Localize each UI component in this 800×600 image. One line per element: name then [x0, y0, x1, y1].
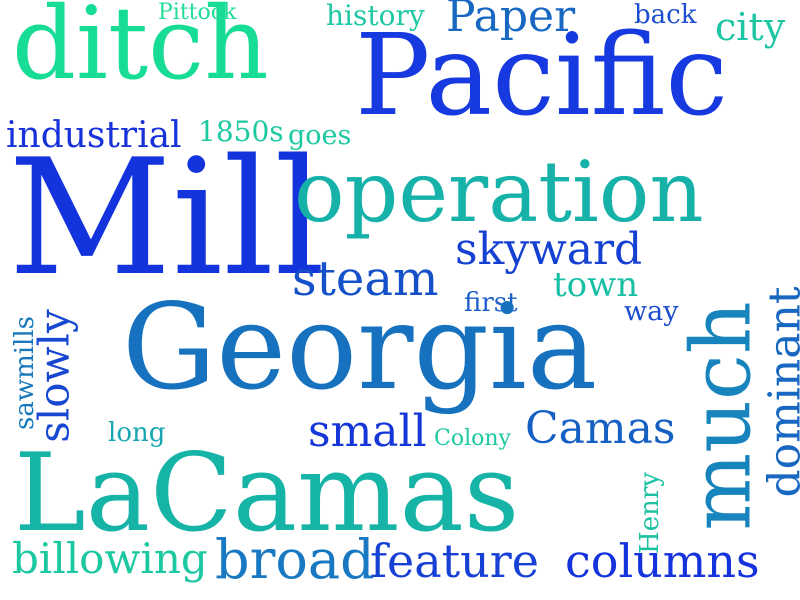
word-columns: columns [565, 534, 760, 588]
word-ditch: ditch [12, 0, 269, 102]
word-paper: Paper [446, 0, 576, 42]
word-first: first [464, 288, 518, 318]
word-billowing: billowing [12, 534, 208, 583]
word-feature: feature [370, 534, 539, 588]
word-dominant: dominant [759, 286, 800, 498]
word-georgia: Georgia [122, 278, 598, 416]
word-back: back [634, 0, 697, 30]
word-skyward: skyward [455, 224, 643, 275]
word-history: history [326, 0, 425, 32]
word-goes: goes [288, 120, 352, 151]
word-steam: steam [292, 251, 439, 307]
word-way: way [624, 296, 679, 327]
word-colony: Colony [434, 426, 511, 451]
word-town: town [553, 265, 639, 305]
word-much: much [674, 301, 770, 531]
word-1850s: 1850s [198, 115, 284, 148]
word-city: city [715, 5, 786, 49]
word-sawmills: sawmills [10, 315, 41, 431]
word-industrial: industrial [6, 115, 182, 156]
word-pacific: Pacific [355, 11, 729, 141]
word-broad: broad [215, 528, 375, 591]
word-camas: Camas [525, 403, 676, 454]
word-small: small [308, 406, 427, 457]
word-lacamas: LaCamas [14, 431, 520, 556]
word-operation: operation [294, 143, 704, 241]
word-long: long [108, 418, 166, 448]
word-mill: Mill [8, 124, 326, 311]
word-pittock: Pittock [158, 0, 237, 25]
